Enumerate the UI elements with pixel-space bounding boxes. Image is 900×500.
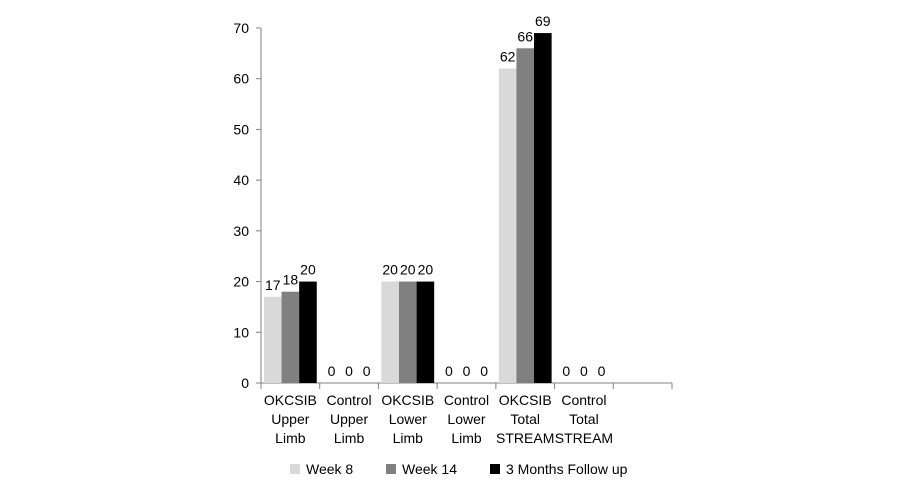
- bar: [416, 281, 435, 383]
- data-label: 18: [283, 272, 299, 288]
- data-labels: 17 0 20 0 62 0 18 0 20 0 66 0 20 0 20 0 69 0: [265, 13, 606, 379]
- legend-entry: Week 14: [402, 461, 457, 477]
- bars: [263, 33, 552, 384]
- data-label: 0: [463, 363, 471, 379]
- category-label: Total: [569, 411, 599, 427]
- category-label: STREAM: [555, 430, 613, 446]
- data-label: 0: [345, 363, 353, 379]
- axes: 0 10 20 30 40 50 60 70: [233, 20, 673, 391]
- category-label: Limb: [334, 430, 365, 446]
- category-label: Limb: [275, 430, 306, 446]
- category-label: Upper: [330, 411, 368, 427]
- data-label: 20: [382, 262, 398, 278]
- legend-entry: Week 8: [306, 461, 353, 477]
- legend: Week 8 Week 14 3 Months Follow up: [290, 461, 628, 477]
- y-tick-label: 40: [233, 172, 249, 188]
- bar: [281, 291, 300, 383]
- y-tick-label: 10: [233, 324, 249, 340]
- bar: [263, 296, 282, 383]
- legend-swatch: [386, 464, 396, 474]
- category-label: Control: [444, 392, 489, 408]
- bar: [534, 33, 552, 383]
- bar: [516, 48, 535, 384]
- category-label: STREAM: [496, 430, 554, 446]
- data-label: 0: [363, 363, 371, 379]
- legend-swatch: [290, 464, 300, 474]
- y-tick-label: 70: [233, 20, 249, 36]
- data-label: 69: [535, 13, 551, 29]
- bar: [398, 281, 417, 383]
- category-label: Lower: [389, 411, 427, 427]
- category-label: Total: [510, 411, 540, 427]
- category-label: OKCSIB: [499, 392, 552, 408]
- y-tick-label: 20: [233, 274, 249, 290]
- category-label: Upper: [271, 411, 309, 427]
- y-tick-label: 60: [233, 71, 249, 87]
- y-tick-label: 0: [241, 375, 249, 391]
- data-label: 17: [265, 277, 281, 293]
- category-labels: OKCSIB Upper Limb Control Upper Limb OKCSIB Low…: [264, 392, 613, 446]
- category-label: Control: [561, 392, 606, 408]
- category-label: OKCSIB: [381, 392, 434, 408]
- legend-swatch: [490, 464, 500, 474]
- y-tick-label: 30: [233, 223, 249, 239]
- category-label: OKCSIB: [264, 392, 317, 408]
- legend-entry: 3 Months Follow up: [506, 461, 628, 477]
- category-label: Lower: [447, 411, 485, 427]
- data-label: 66: [517, 28, 533, 44]
- data-label: 0: [480, 363, 488, 379]
- y-tick-label: 50: [233, 121, 249, 137]
- category-label: Limb: [393, 430, 424, 446]
- data-label: 0: [445, 363, 453, 379]
- data-label: 20: [400, 262, 416, 278]
- data-label: 0: [562, 363, 570, 379]
- data-label: 0: [598, 363, 606, 379]
- data-label: 20: [418, 262, 434, 278]
- bar: [381, 281, 399, 383]
- data-label: 0: [580, 363, 588, 379]
- bar: [498, 68, 517, 384]
- bar: [299, 281, 317, 383]
- data-label: 20: [300, 262, 316, 278]
- data-label: 62: [500, 49, 516, 65]
- data-label: 0: [328, 363, 336, 379]
- category-label: Limb: [451, 430, 482, 446]
- category-label: Control: [327, 392, 372, 408]
